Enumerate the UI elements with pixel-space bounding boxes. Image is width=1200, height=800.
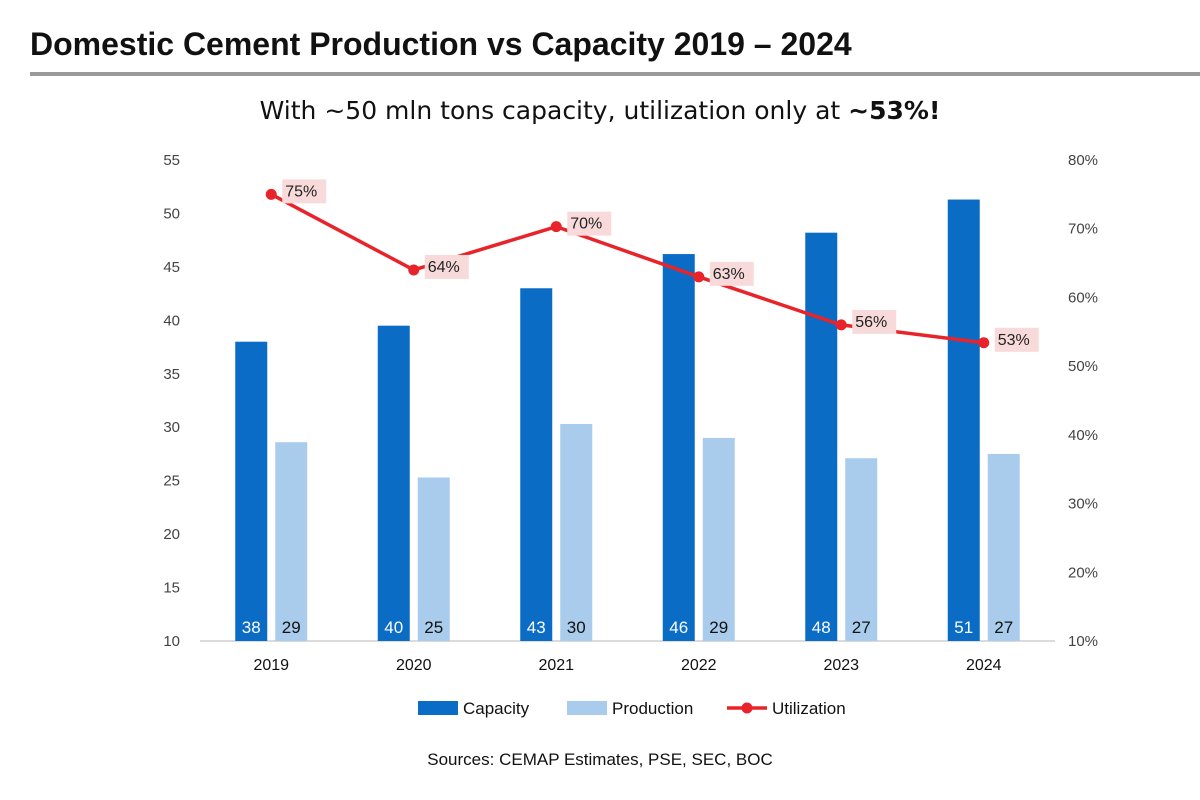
y-right-tick-label: 20% <box>1068 564 1098 581</box>
y-left-tick-label: 55 <box>163 152 180 169</box>
production-data-label: 27 <box>994 618 1013 637</box>
capacity-bar <box>805 232 838 641</box>
utilization-point <box>978 337 990 349</box>
x-tick-label: 2021 <box>538 657 574 674</box>
capacity-bar <box>947 199 980 641</box>
production-data-label: 25 <box>424 618 443 637</box>
utilization-data-label: 56% <box>855 314 887 331</box>
production-bar <box>275 442 308 641</box>
x-tick-label: 2019 <box>253 657 289 674</box>
utilization-point <box>550 221 562 233</box>
legend-capacity-swatch <box>418 701 458 715</box>
utilization-label-bg <box>994 327 1039 352</box>
capacity-bar <box>520 288 553 641</box>
production-bar <box>845 458 878 641</box>
utilization-point <box>693 271 705 283</box>
y-right-tick-label: 10% <box>1068 633 1098 650</box>
y-left-tick-label: 20 <box>163 526 180 543</box>
y-left-tick-label: 45 <box>163 259 180 276</box>
x-tick-label: 2020 <box>396 657 432 674</box>
utilization-data-label: 53% <box>998 332 1030 349</box>
production-data-label: 29 <box>709 618 728 637</box>
y-right-tick-label: 50% <box>1068 358 1098 375</box>
title-rule <box>30 72 1200 76</box>
y-left-tick-label: 50 <box>163 205 180 222</box>
utilization-label-bg <box>282 179 327 204</box>
y-left-tick-label: 30 <box>163 419 180 436</box>
x-tick-label: 2022 <box>681 657 717 674</box>
production-data-label: 27 <box>852 618 871 637</box>
utilization-label-bg <box>709 261 754 286</box>
capacity-bar <box>662 254 695 641</box>
production-bar <box>560 424 593 641</box>
legend-capacity-label: Capacity <box>463 699 530 718</box>
utilization-data-label: 75% <box>285 183 317 200</box>
y-right-tick-label: 60% <box>1068 289 1098 306</box>
utilization-label-bg <box>852 309 897 334</box>
utilization-data-label: 64% <box>428 259 460 276</box>
sources-note: Sources: CEMAP Estimates, PSE, SEC, BOC <box>427 750 773 769</box>
capacity-data-label: 38 <box>242 618 261 637</box>
utilization-label-bg <box>424 254 469 279</box>
chart-subtitle: With ~50 mln tons capacity, utilization … <box>0 96 1200 125</box>
subtitle-emphasis: ~53%! <box>848 96 941 125</box>
y-right-tick-label: 80% <box>1068 152 1098 169</box>
capacity-data-label: 43 <box>527 618 546 637</box>
y-left-tick-label: 35 <box>163 366 180 383</box>
y-right-tick-label: 70% <box>1068 221 1098 238</box>
x-tick-label: 2023 <box>823 657 859 674</box>
capacity-bar <box>377 325 410 641</box>
production-bar <box>417 477 450 641</box>
capacity-data-label: 48 <box>812 618 831 637</box>
production-data-label: 30 <box>567 618 586 637</box>
legend-utilization-label: Utilization <box>772 699 846 718</box>
capacity-bar <box>235 341 268 641</box>
utilization-point <box>835 319 847 331</box>
production-data-label: 29 <box>282 618 301 637</box>
y-right-tick-label: 40% <box>1068 427 1098 444</box>
y-left-tick-label: 25 <box>163 473 180 490</box>
y-left-tick-label: 40 <box>163 312 180 329</box>
legend-production-swatch <box>567 701 607 715</box>
page-title: Domestic Cement Production vs Capacity 2… <box>30 26 852 62</box>
x-tick-label: 2024 <box>966 657 1002 674</box>
utilization-point <box>408 264 420 276</box>
y-left-tick-label: 15 <box>163 580 180 597</box>
y-left-tick-label: 10 <box>163 633 180 650</box>
production-bar <box>702 437 735 641</box>
utilization-point <box>265 188 277 200</box>
capacity-data-label: 46 <box>669 618 688 637</box>
legend-utilization-marker <box>741 702 753 714</box>
y-right-tick-label: 30% <box>1068 496 1098 513</box>
legend-production-label: Production <box>612 699 693 718</box>
capacity-data-label: 40 <box>384 618 403 637</box>
utilization-data-label: 70% <box>570 216 602 233</box>
utilization-label-bg <box>567 211 612 236</box>
capacity-data-label: 51 <box>954 618 973 637</box>
subtitle-text: With ~50 mln tons capacity, utilization … <box>259 96 849 125</box>
production-bar <box>987 453 1020 641</box>
utilization-data-label: 63% <box>713 266 745 283</box>
